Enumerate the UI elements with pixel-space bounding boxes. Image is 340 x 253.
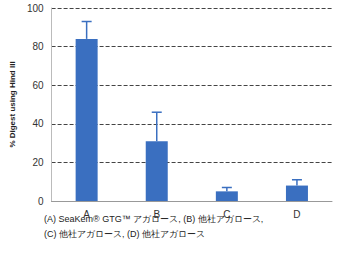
svg-text:40: 40 xyxy=(32,118,44,129)
svg-text:B: B xyxy=(153,209,160,220)
svg-text:% Digest using Hind III: % Digest using Hind III xyxy=(8,61,17,147)
svg-text:20: 20 xyxy=(32,157,44,168)
svg-text:C: C xyxy=(223,209,230,220)
svg-text:A: A xyxy=(83,209,90,220)
svg-text:80: 80 xyxy=(32,41,44,52)
svg-text:60: 60 xyxy=(32,80,44,91)
svg-text:0: 0 xyxy=(38,196,44,207)
svg-text:100: 100 xyxy=(27,3,44,14)
svg-text:D: D xyxy=(293,209,300,220)
svg-text:(C) 他社アガロース, (D) 他社アガロース: (C) 他社アガロース, (D) 他社アガロース xyxy=(44,229,205,239)
